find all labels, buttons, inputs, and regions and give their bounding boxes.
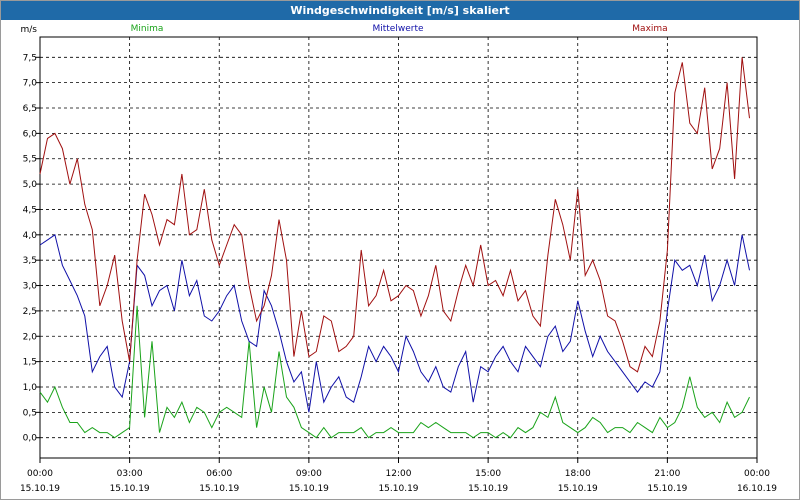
y-tick-label: 3,5 <box>23 256 37 266</box>
x-tick-label-time: 06:00 <box>206 469 232 479</box>
x-tick-label-date: 15.10.19 <box>20 484 60 494</box>
y-tick-label: 5,5 <box>23 155 37 165</box>
legend-mittelwerte: Mittelwerte <box>372 24 423 34</box>
y-axis-label: m/s <box>21 25 38 35</box>
y-tick-label: 2,0 <box>23 332 38 342</box>
x-tick-label-date: 16.10.19 <box>737 484 777 494</box>
y-tick-label: 4,5 <box>23 205 37 215</box>
y-tick-label: 7,0 <box>23 79 38 89</box>
x-tick-label-date: 15.10.19 <box>378 484 418 494</box>
x-tick-label-time: 18:00 <box>565 469 591 479</box>
x-tick-label-time: 00:00 <box>27 469 53 479</box>
x-tick-label-date: 15.10.19 <box>289 484 329 494</box>
y-tick-label: 5,0 <box>23 180 38 190</box>
legend-minima: Minima <box>131 24 164 34</box>
x-tick-label-date: 15.10.19 <box>468 484 508 494</box>
x-tick-label-time: 12:00 <box>386 469 412 479</box>
x-tick-label-date: 15.10.19 <box>110 484 150 494</box>
y-tick-label: 2,5 <box>23 307 37 317</box>
y-tick-label: 1,0 <box>23 383 38 393</box>
y-tick-label: 6,0 <box>23 129 38 139</box>
legend-maxima: Maxima <box>632 24 667 34</box>
y-tick-label: 4,0 <box>23 231 38 241</box>
x-tick-label-date: 15.10.19 <box>199 484 239 494</box>
y-tick-label: 3,0 <box>23 282 38 292</box>
x-tick-label-date: 15.10.19 <box>647 484 687 494</box>
series-line-maxima <box>39 57 750 373</box>
x-tick-label-time: 00:00 <box>744 469 770 479</box>
y-tick-label: 0,5 <box>23 408 37 418</box>
series-line-mittelwerte <box>39 233 750 413</box>
y-tick-label: 1,5 <box>23 358 37 368</box>
series-line-minima <box>39 305 750 439</box>
y-tick-label: 7,5 <box>23 53 37 63</box>
x-tick-label-time: 15:00 <box>475 469 501 479</box>
y-tick-label: 6,5 <box>23 104 37 114</box>
x-tick-label-time: 09:00 <box>296 469 322 479</box>
y-tick-label: 0,0 <box>23 434 38 444</box>
x-tick-label-time: 03:00 <box>117 469 143 479</box>
chart-title: Windgeschwindigkeit [m/s] skaliert <box>1 1 799 20</box>
x-tick-label-date: 15.10.19 <box>558 484 598 494</box>
x-tick-label-time: 21:00 <box>654 469 680 479</box>
